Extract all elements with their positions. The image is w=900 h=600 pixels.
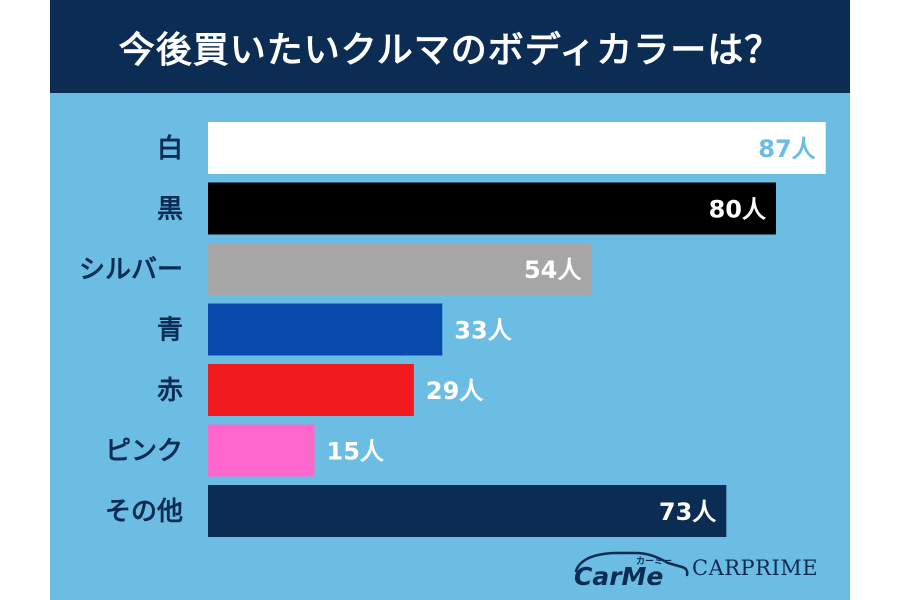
carprime-logo: CARPRIME: [692, 556, 819, 580]
bar: [208, 122, 826, 174]
carme-logo: カーミー CarMe: [574, 551, 689, 590]
category-label: その他: [105, 497, 183, 527]
carme-kana: カーミー: [636, 556, 672, 567]
chart-title: 今後買いたいクルマのボディカラーは？: [50, 0, 850, 93]
bar: [208, 485, 727, 537]
chart-panel: 今後買いたいクルマのボディカラーは？ 白 87人黒 80人シルバー 54人青 33人赤 2…: [50, 0, 850, 600]
carme-wordmark: CarMe: [574, 562, 663, 590]
category-label: 黒: [157, 195, 183, 225]
category-label: 赤: [157, 376, 183, 406]
bar: [208, 243, 592, 295]
value-label: 80人: [709, 196, 766, 224]
value-label: 87人: [758, 135, 815, 163]
bar: [208, 364, 414, 416]
value-label: 54人: [524, 256, 581, 284]
category-label: ピンク: [105, 437, 183, 467]
value-label: 73人: [659, 498, 716, 526]
bar: [208, 424, 315, 477]
bar: [208, 182, 776, 235]
value-label: 33人: [454, 317, 511, 345]
car-silhouette-icon: [574, 551, 689, 577]
category-label: シルバー: [79, 255, 183, 285]
value-label: 15人: [327, 438, 384, 466]
value-label: 29人: [426, 377, 483, 405]
bar: [208, 303, 443, 356]
category-label: 白: [157, 133, 183, 164]
category-label: 青: [157, 316, 183, 346]
